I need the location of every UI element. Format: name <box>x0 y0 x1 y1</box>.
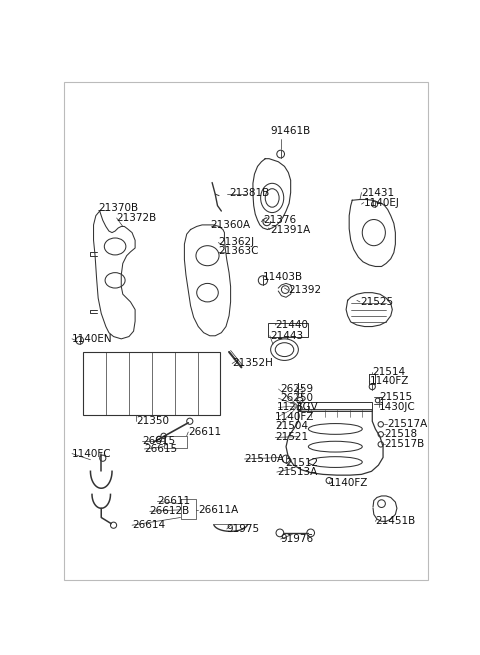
Text: 21440: 21440 <box>275 320 308 330</box>
Text: 26614: 26614 <box>132 520 165 530</box>
Text: 21352H: 21352H <box>232 358 273 369</box>
Text: 1140FZ: 1140FZ <box>275 411 314 422</box>
Text: 21431: 21431 <box>361 187 395 198</box>
Text: 21518: 21518 <box>384 429 418 440</box>
Text: 21504: 21504 <box>275 421 308 431</box>
Text: 21376: 21376 <box>263 214 296 225</box>
Text: 21360A: 21360A <box>211 220 251 230</box>
Text: 21391A: 21391A <box>270 225 310 234</box>
Text: 1430JC: 1430JC <box>379 402 416 411</box>
Text: 1140FC: 1140FC <box>72 449 112 458</box>
Text: 26612B: 26612B <box>150 506 190 516</box>
Text: 26615: 26615 <box>144 444 178 454</box>
Text: 21517A: 21517A <box>387 419 427 429</box>
Bar <box>83 352 220 415</box>
Text: 91975: 91975 <box>227 524 260 534</box>
Text: 21372B: 21372B <box>117 213 157 223</box>
Text: 26259: 26259 <box>280 384 313 394</box>
Text: 21443: 21443 <box>270 331 303 341</box>
Text: 1140EJ: 1140EJ <box>364 198 400 208</box>
Text: 26611A: 26611A <box>198 505 239 515</box>
Text: 21370B: 21370B <box>98 203 138 213</box>
Text: 21362J: 21362J <box>218 237 254 247</box>
Text: 21350: 21350 <box>136 416 169 426</box>
Text: 21381B: 21381B <box>229 187 269 198</box>
Text: 21515: 21515 <box>379 392 412 402</box>
Text: 1123GV: 1123GV <box>277 402 319 413</box>
Text: 26250: 26250 <box>280 393 313 403</box>
Text: 21512: 21512 <box>285 458 318 468</box>
Text: 21514: 21514 <box>372 367 406 377</box>
Text: 21517B: 21517B <box>384 440 425 449</box>
Text: 21451B: 21451B <box>375 516 416 527</box>
Text: 26611: 26611 <box>188 427 221 437</box>
Text: 21521: 21521 <box>275 432 308 442</box>
Text: 91461B: 91461B <box>271 126 311 136</box>
Text: 21392: 21392 <box>288 286 322 295</box>
Text: 21525: 21525 <box>360 297 393 307</box>
Bar <box>267 324 308 337</box>
Text: 11403B: 11403B <box>263 272 303 282</box>
Text: 26611: 26611 <box>157 496 191 506</box>
Text: 1140FZ: 1140FZ <box>370 376 409 386</box>
Text: 1140FZ: 1140FZ <box>329 478 369 488</box>
Text: 26615: 26615 <box>142 436 175 445</box>
Text: 21513A: 21513A <box>277 467 317 477</box>
Bar <box>299 402 372 411</box>
Text: 21510A: 21510A <box>244 454 285 464</box>
Text: 91976: 91976 <box>281 534 314 544</box>
Text: 1140EN: 1140EN <box>72 334 113 344</box>
Text: 21363C: 21363C <box>218 246 259 256</box>
